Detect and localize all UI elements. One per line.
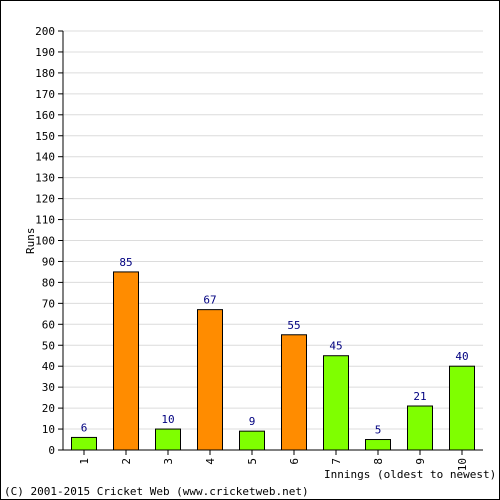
data-label: 40	[455, 350, 468, 363]
y-tick-label: 130	[35, 172, 55, 185]
x-tick-label: 4	[204, 458, 217, 465]
y-tick-label: 190	[35, 46, 55, 59]
x-tick-label: 7	[330, 458, 343, 465]
x-tick-label: 6	[288, 458, 301, 465]
y-axis-title: Runs	[24, 228, 37, 255]
y-tick-label: 100	[35, 235, 55, 248]
bar	[197, 309, 223, 451]
bar	[71, 436, 97, 451]
y-tick-label: 80	[42, 276, 55, 289]
y-tick-label: 180	[35, 67, 55, 80]
y-tick-label: 160	[35, 109, 55, 122]
data-label: 5	[375, 424, 382, 437]
bars	[71, 271, 475, 451]
y-tick-label: 20	[42, 402, 55, 415]
data-label: 85	[119, 256, 132, 269]
y-tick-label: 200	[35, 25, 55, 38]
bar	[323, 355, 349, 451]
bar	[281, 334, 307, 451]
bar	[113, 271, 139, 451]
data-labels: 6 85 10 67 9 55 45 5 21 40	[81, 256, 469, 437]
y-tick-label: 30	[42, 381, 55, 394]
data-label: 9	[249, 415, 256, 428]
y-tick-label: 170	[35, 88, 55, 101]
x-tick-label: 9	[414, 458, 427, 465]
x-tick-label: 10	[456, 458, 469, 471]
bar	[155, 428, 181, 451]
y-tick-label: 140	[35, 151, 55, 164]
y-tick-label: 70	[42, 297, 55, 310]
copyright-text: (C) 2001-2015 Cricket Web (www.cricketwe…	[4, 485, 309, 498]
data-label: 55	[287, 319, 300, 332]
data-label: 67	[203, 294, 216, 307]
y-axis-ticks: 0 10 20 30 40 50 60 70 80 90 100 110 120 130 140 150 160…	[35, 25, 63, 457]
x-tick-label: 2	[120, 458, 133, 465]
x-tick-label: 3	[162, 458, 175, 465]
bar	[239, 430, 265, 451]
x-tick-label: 8	[372, 458, 385, 465]
data-label: 21	[413, 390, 426, 403]
x-axis-ticks: 1 2 3 4 5 6 7 8 9 10	[78, 450, 469, 471]
y-tick-label: 60	[42, 318, 55, 331]
bar	[449, 365, 475, 451]
y-tick-label: 120	[35, 193, 55, 206]
bar	[407, 405, 433, 451]
x-axis-title: Innings (oldest to newest)	[324, 468, 496, 481]
y-tick-label: 40	[42, 360, 55, 373]
x-tick-label: 1	[78, 458, 91, 465]
y-tick-label: 50	[42, 339, 55, 352]
y-tick-label: 10	[42, 423, 55, 436]
y-tick-label: 90	[42, 255, 55, 268]
x-tick-label: 5	[246, 458, 259, 465]
data-label: 6	[81, 421, 88, 434]
data-label: 45	[329, 340, 342, 353]
y-tick-label: 0	[48, 444, 55, 457]
y-tick-label: 110	[35, 214, 55, 227]
data-label: 10	[161, 413, 174, 426]
bar	[365, 439, 391, 451]
y-tick-label: 150	[35, 130, 55, 143]
